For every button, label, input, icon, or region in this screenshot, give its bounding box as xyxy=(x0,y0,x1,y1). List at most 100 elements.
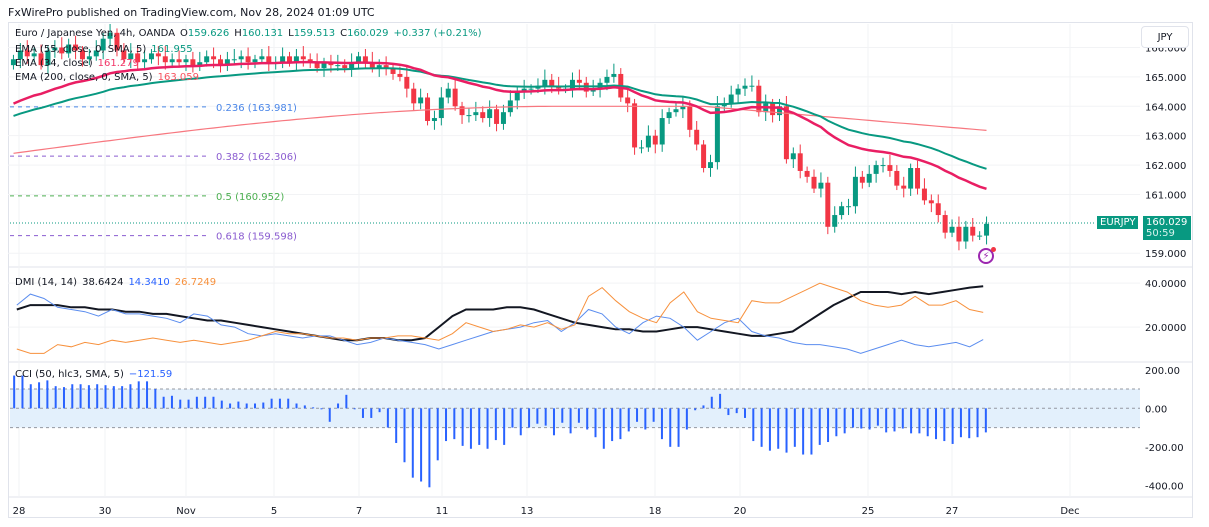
cci-bar xyxy=(395,408,398,443)
cci-bar xyxy=(694,408,697,411)
dmi-legend[interactable]: DMI (14, 14) 38.6424 14.3410 26.7249 xyxy=(15,277,221,288)
candle-body xyxy=(431,118,437,121)
cci-bar xyxy=(876,408,879,426)
candle xyxy=(673,101,679,117)
candle xyxy=(866,165,872,188)
candle xyxy=(832,206,838,233)
candle-body xyxy=(984,223,990,236)
cci-bar xyxy=(254,403,256,409)
candle xyxy=(894,165,900,191)
cci-bar xyxy=(727,408,730,416)
candle xyxy=(10,54,16,70)
cci-bar xyxy=(204,396,207,409)
cci-bar xyxy=(229,403,232,409)
candle-body xyxy=(452,88,458,107)
candle xyxy=(970,217,976,242)
candle xyxy=(73,35,79,60)
cci-bar xyxy=(810,408,813,455)
cci-bar xyxy=(62,387,65,409)
candle xyxy=(921,178,927,205)
candle xyxy=(459,101,465,124)
cci-bar xyxy=(129,384,132,409)
di-plus-value: 14.3410 xyxy=(128,277,170,288)
candle xyxy=(342,59,348,73)
candle xyxy=(790,147,796,169)
candle-body xyxy=(963,226,969,242)
candle-body xyxy=(521,88,527,92)
candle-body xyxy=(438,97,444,119)
candle xyxy=(17,43,23,69)
candle-body xyxy=(369,62,375,69)
candle xyxy=(935,194,941,223)
cci-bar xyxy=(959,408,962,438)
symbol-tag: EURJPY xyxy=(1097,216,1139,229)
candle xyxy=(956,216,962,251)
cci-bar xyxy=(984,408,987,433)
price-tick-label: 163.000 xyxy=(1145,132,1186,143)
main-legend: Euro / Japanese Yen, 4h, OANDA O159.626 H1… xyxy=(15,28,487,39)
change-value: +0.337 (+0.21%) xyxy=(393,28,482,39)
candle xyxy=(694,120,700,151)
time-tick-label: 18 xyxy=(649,506,662,517)
candle-body xyxy=(100,38,106,51)
cci-tick-label: -400.00 xyxy=(1145,481,1184,492)
cci-bar xyxy=(843,408,846,434)
candle xyxy=(507,90,513,117)
candle-body xyxy=(445,88,451,98)
lightning-icon[interactable]: ⚡ xyxy=(978,248,994,264)
cci-legend[interactable]: CCI (50, hlc3, SMA, 5) −121.59 xyxy=(15,369,177,380)
candle-body xyxy=(880,165,886,167)
ema55-legend[interactable]: EMA (55, close, 0, SMA, 5) 161.955 xyxy=(15,44,198,55)
dmi-tick-label: 40.0000 xyxy=(1145,279,1186,290)
candle-body xyxy=(825,182,831,227)
candle xyxy=(204,50,210,67)
cci-bar xyxy=(968,408,971,439)
fib-level-label: 0.236 (163.981) xyxy=(216,103,297,114)
candle xyxy=(128,43,134,69)
ema200-legend[interactable]: EMA (200, close, 0, SMA, 5) 163.059 xyxy=(15,72,204,83)
candle xyxy=(300,46,306,67)
candle-body xyxy=(977,235,983,237)
candle-body xyxy=(942,215,948,233)
currency-button[interactable]: JPY xyxy=(1141,26,1189,48)
candle xyxy=(121,43,127,64)
cci-bar xyxy=(793,408,796,447)
close-label: C xyxy=(340,28,348,39)
cci-bar xyxy=(760,408,763,447)
price-tick-label: 166.000 xyxy=(1145,44,1186,55)
cci-bar xyxy=(54,386,57,409)
candle-body xyxy=(818,182,824,189)
candle-body xyxy=(418,97,424,104)
candle-body xyxy=(611,73,617,77)
candle xyxy=(825,176,831,235)
candle-body xyxy=(59,47,65,54)
cci-bar xyxy=(519,408,522,436)
cci-bar xyxy=(328,408,331,422)
candle-body xyxy=(915,168,921,189)
cci-bar xyxy=(154,389,157,409)
cci-bar xyxy=(245,403,248,409)
ema55-label: EMA (55, close, 0, SMA, 5) xyxy=(15,44,147,55)
candle-body xyxy=(687,106,693,130)
cci-bar xyxy=(137,381,140,409)
cci-bar xyxy=(710,396,713,409)
cci-bar xyxy=(868,408,871,430)
cci-bar xyxy=(187,399,190,409)
ema34-legend[interactable]: EMA (34, close) 161.279 xyxy=(15,58,144,69)
fib-level-label: 0.382 (162.306) xyxy=(216,152,297,163)
candle xyxy=(93,40,99,61)
candle-body xyxy=(287,56,293,63)
candle-body xyxy=(217,59,223,66)
candle-body xyxy=(10,59,16,66)
candle xyxy=(466,107,472,123)
open-value: 159.626 xyxy=(187,28,230,39)
cci-bar xyxy=(544,408,547,426)
candle xyxy=(431,110,437,130)
candle-body xyxy=(921,188,927,201)
candle xyxy=(418,88,424,110)
price-tick-label: 164.000 xyxy=(1145,102,1186,113)
cci-bar xyxy=(893,408,896,432)
candle xyxy=(190,51,196,73)
candle-body xyxy=(714,106,720,163)
